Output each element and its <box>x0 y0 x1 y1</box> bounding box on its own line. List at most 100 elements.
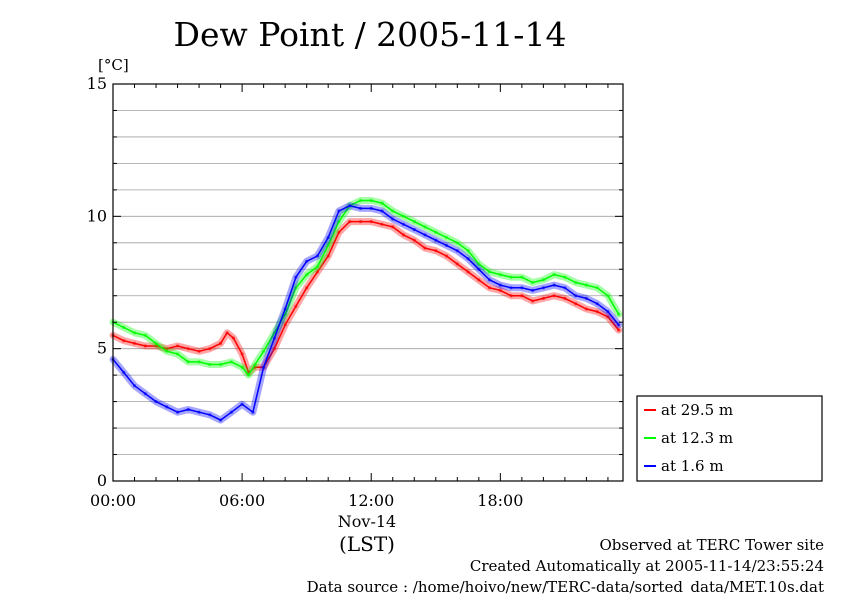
y-tick-label: 0 <box>97 471 107 490</box>
series-point <box>574 294 578 298</box>
series-point <box>358 220 363 224</box>
series-point <box>229 360 233 364</box>
series-point <box>455 249 459 253</box>
series-point <box>197 410 201 414</box>
x-tick-label: 00:00 <box>90 491 136 510</box>
series-point <box>219 362 223 367</box>
series-point <box>305 259 309 263</box>
series-point <box>176 410 180 414</box>
series-point <box>272 336 276 340</box>
series-point <box>466 249 470 253</box>
series-point <box>337 209 341 213</box>
x-tick-label: 18:00 <box>477 491 523 510</box>
y-axis-unit-label: [°C] <box>98 56 129 74</box>
series-point <box>488 278 492 282</box>
series-line <box>112 204 620 421</box>
series-point <box>434 238 438 242</box>
series-point <box>617 312 621 316</box>
series-point <box>380 201 384 205</box>
series-point <box>423 225 427 229</box>
series-point <box>294 286 298 290</box>
series-point <box>219 418 223 422</box>
series-point <box>253 362 257 367</box>
series-point <box>509 286 513 290</box>
series-point <box>466 257 470 261</box>
series-point <box>584 307 589 311</box>
series-point <box>498 273 502 277</box>
series-point <box>520 286 524 290</box>
series-point <box>283 307 287 311</box>
legend: at 29.5 m at 12.3 m at 1.6 m <box>636 395 823 482</box>
axis-tick-labels: 0 5 10 15 00:00 06:00 12:00 18:00 <box>87 74 524 510</box>
series-point <box>595 302 599 306</box>
series-point <box>401 214 406 218</box>
series-point <box>208 347 212 351</box>
series-point <box>531 280 535 285</box>
series-point <box>165 347 169 351</box>
series-point <box>143 333 147 337</box>
series-point <box>132 341 137 345</box>
series-point <box>488 270 492 274</box>
series-point <box>176 352 180 356</box>
plot-frame <box>112 83 624 482</box>
series-point <box>186 407 190 412</box>
series-point <box>552 283 556 287</box>
series-point <box>369 220 373 224</box>
footer-source: Data source : /home/hoivo/new/TERC-data/… <box>307 578 824 595</box>
legend-label: at 12.3 m <box>661 429 733 447</box>
grid-lines <box>113 110 623 455</box>
series-point <box>520 275 524 279</box>
series-point <box>380 209 384 213</box>
series-point <box>358 206 363 210</box>
series-point <box>229 410 233 414</box>
series-point <box>231 336 236 340</box>
series-point <box>240 365 244 369</box>
series-point <box>531 299 535 303</box>
series-point <box>247 373 251 377</box>
series-point <box>358 198 363 203</box>
series-point <box>477 262 481 266</box>
series-point <box>552 294 556 298</box>
series-point <box>219 341 223 345</box>
series-point <box>401 233 406 237</box>
series-point <box>197 349 201 353</box>
series-point <box>412 238 416 242</box>
series-point <box>434 230 438 234</box>
series-point <box>197 360 201 364</box>
series-point <box>165 405 169 409</box>
series-point <box>315 254 319 258</box>
series-point <box>186 360 190 364</box>
y-tick-label: 15 <box>87 74 107 93</box>
series-point <box>574 302 578 306</box>
series-point <box>423 233 427 237</box>
series-point <box>617 323 621 327</box>
series-point <box>444 254 449 258</box>
series-point <box>541 296 546 300</box>
series-point <box>305 286 309 290</box>
series-point <box>122 339 126 343</box>
series-point <box>563 275 567 279</box>
series-point <box>132 331 137 335</box>
series-point <box>498 283 502 287</box>
series-band <box>109 202 623 424</box>
series-point <box>380 222 384 226</box>
series-point <box>337 230 341 234</box>
series-point <box>531 288 535 292</box>
series-point <box>348 220 352 224</box>
series-point <box>240 352 244 356</box>
axis-ticks <box>112 83 623 482</box>
series-line <box>112 220 620 374</box>
series-point <box>294 275 298 279</box>
series-point <box>563 286 567 290</box>
series-point <box>208 362 212 367</box>
series-point <box>498 288 502 292</box>
legend-label: at 29.5 m <box>661 401 733 419</box>
series-point <box>369 206 373 210</box>
series-point <box>455 262 459 266</box>
series-point <box>541 278 546 282</box>
series-point <box>305 273 309 277</box>
series-point <box>552 273 556 277</box>
series-point <box>251 410 255 414</box>
series-point <box>369 198 373 203</box>
series-point <box>315 265 319 269</box>
